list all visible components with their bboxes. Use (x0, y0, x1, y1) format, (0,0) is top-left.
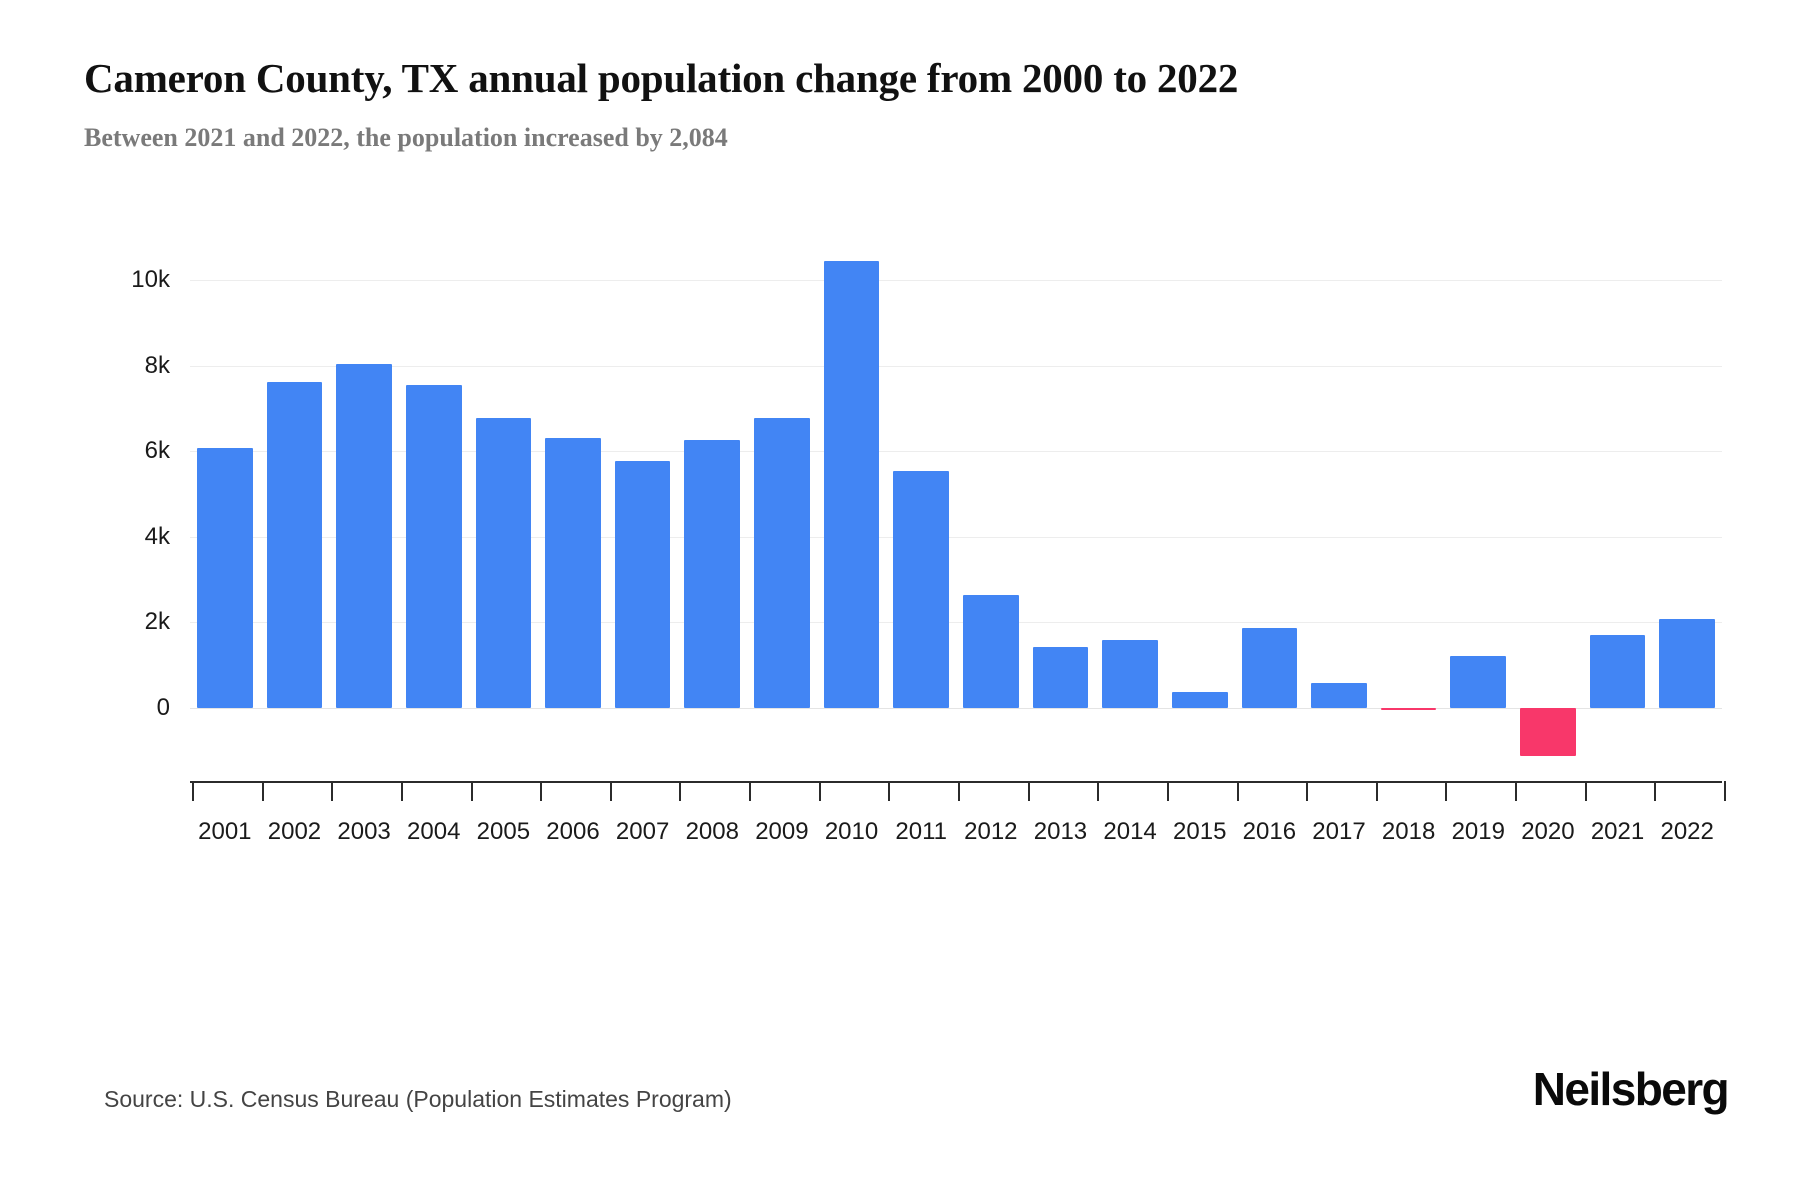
x-axis-tick-label: 2003 (337, 818, 391, 845)
bar-2020[interactable] (1520, 708, 1576, 756)
x-axis-tick-label: 2013 (1033, 818, 1088, 845)
x-axis-tick (818, 781, 821, 801)
x-axis-tick-label: 2022 (1660, 818, 1714, 845)
gridline (190, 536, 1722, 538)
x-axis-tick-label: 2007 (615, 818, 670, 845)
chart-subtitle: Between 2021 and 2022, the population in… (84, 123, 728, 152)
x-axis-tick (609, 781, 612, 801)
x-axis-tick (1097, 781, 1100, 801)
x-axis-tick (1166, 781, 1169, 801)
x-axis-tick-label: 2012 (964, 818, 1018, 845)
bar-2021[interactable] (1589, 635, 1646, 708)
x-axis-tick (1375, 781, 1378, 801)
x-axis-tick-label: 2021 (1590, 818, 1645, 845)
gridline (190, 280, 1722, 281)
bar-2006[interactable] (545, 437, 601, 708)
brand-logo: Neilsberg (1532, 1063, 1730, 1115)
source-note: Source: U.S. Census Bureau (Population E… (104, 1086, 732, 1112)
bar-2005[interactable] (475, 417, 532, 708)
gridline (190, 451, 1722, 453)
x-axis-tick (958, 781, 960, 801)
x-axis-tick-label: 2011 (895, 818, 947, 845)
y-axis-tick-label: 10k (131, 266, 170, 293)
bar-2018[interactable] (1380, 708, 1437, 710)
x-axis-tick-label: 2018 (1381, 818, 1436, 845)
x-axis-tick (1236, 781, 1239, 801)
x-axis-line (190, 781, 1722, 783)
x-axis-tick (749, 781, 752, 801)
x-axis-tick (1445, 781, 1448, 801)
chart-header: Cameron County, TX annual population cha… (84, 52, 1724, 156)
x-axis-tick (1584, 781, 1587, 801)
bar-2004[interactable] (405, 385, 462, 708)
bar-2002[interactable] (266, 381, 323, 708)
page-title: Cameron County, TX annual population cha… (84, 55, 1239, 101)
bar-2019[interactable] (1450, 655, 1507, 708)
x-axis-tick-label: 2004 (407, 818, 461, 845)
x-axis-tick (1724, 781, 1726, 801)
bar-2007[interactable] (614, 461, 671, 708)
x-axis-tick (1306, 781, 1309, 801)
x-axis-tick-label: 2008 (685, 818, 739, 845)
gridline (190, 708, 1722, 709)
x-axis-tick (679, 781, 682, 801)
x-axis-tick (1027, 781, 1030, 801)
bar-2013[interactable] (1032, 647, 1089, 708)
y-axis-tick-label: 6k (144, 437, 170, 465)
x-axis-tick (261, 781, 264, 801)
x-axis-tick-label: 2016 (1242, 818, 1297, 845)
bar-2012[interactable] (962, 595, 1019, 708)
bar-2017[interactable] (1311, 682, 1367, 708)
bar-2022[interactable] (1659, 618, 1716, 708)
y-axis-tick-label: 0 (156, 694, 170, 721)
y-axis-tick-label: 2k (144, 608, 170, 636)
bar-2014[interactable] (1102, 639, 1158, 708)
x-axis-tick (470, 781, 473, 801)
x-axis-tick (192, 781, 194, 801)
gridline (190, 365, 1722, 367)
x-axis-tick (400, 781, 403, 801)
x-axis-tick-label: 2015 (1173, 818, 1227, 845)
x-axis-tick-label: 2002 (267, 818, 322, 845)
x-axis-tick (1654, 781, 1657, 801)
x-axis-tick-label: 2009 (755, 818, 809, 845)
bar-2009[interactable] (754, 417, 810, 708)
bar-2016[interactable] (1241, 628, 1298, 708)
bar-2015[interactable] (1171, 692, 1228, 708)
bar-2011[interactable] (893, 470, 950, 708)
x-axis-tick (331, 781, 334, 801)
x-axis-tick-label: 2014 (1103, 818, 1157, 845)
bar-2008[interactable] (684, 439, 741, 708)
x-axis-tick-label: 2020 (1521, 818, 1575, 845)
x-axis-tick-label: 2017 (1312, 818, 1366, 845)
gridline (190, 622, 1722, 624)
x-axis-tick-label: 2005 (476, 818, 531, 845)
bar-2010[interactable] (823, 260, 880, 708)
x-axis-tick-label: 2001 (198, 818, 252, 845)
x-axis-tick (888, 781, 891, 801)
x-axis-tick-label: 2010 (824, 818, 879, 845)
x-axis-tick (540, 781, 543, 801)
bar-2001[interactable] (196, 448, 253, 708)
x-axis-tick-label: 2006 (546, 818, 600, 845)
y-axis-tick-label: 4k (144, 522, 170, 550)
x-axis-tick-label: 2019 (1451, 818, 1505, 845)
y-axis-tick-label: 8k (144, 351, 170, 379)
x-axis-tick (1515, 781, 1518, 801)
bar-2003[interactable] (336, 363, 392, 708)
